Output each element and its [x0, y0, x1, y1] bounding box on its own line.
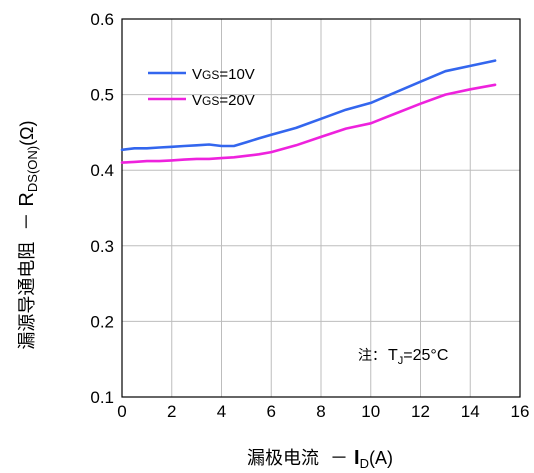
x-tick-label: 14 — [461, 402, 480, 421]
legend-label-1: VGS=10V — [192, 66, 255, 83]
x-tick-label: 0 — [117, 402, 126, 421]
series-group — [120, 59, 497, 164]
legend-label-2: VGS=20V — [192, 92, 255, 109]
plot-frame — [121, 18, 521, 398]
y-tick-label: 0.6 — [90, 10, 114, 29]
series-line-1 — [120, 59, 497, 152]
x-tick-label: 8 — [316, 402, 325, 421]
y-axis-label: 漏源导通电阻 －RDS(ON)(Ω) — [16, 120, 40, 349]
y-tick-label: 0.3 — [90, 237, 114, 256]
x-tick-label: 4 — [217, 402, 226, 421]
x-tick-label: 2 — [167, 402, 176, 421]
legend: VGS=10V VGS=20V — [148, 66, 255, 109]
y-tick-label: 0.4 — [90, 161, 114, 180]
x-tick-label: 12 — [411, 402, 430, 421]
x-tick-label: 16 — [511, 402, 530, 421]
x-tick-label: 10 — [361, 402, 380, 421]
tick-labels: 0 2 4 6 8 10 12 14 16 0.1 0.2 0.3 0.4 0.5 0.6 — [90, 10, 529, 421]
y-tick-label: 0.5 — [90, 86, 114, 105]
x-axis-label: 漏极电流 － ID(A) — [247, 447, 393, 471]
y-tick-label: 0.1 — [90, 388, 114, 407]
series-line-2 — [120, 83, 497, 164]
x-tick-label: 6 — [267, 402, 276, 421]
y-tick-label: 0.2 — [90, 312, 114, 331]
grid — [122, 19, 520, 397]
annotation: 注： TJ=25°C — [358, 347, 448, 367]
